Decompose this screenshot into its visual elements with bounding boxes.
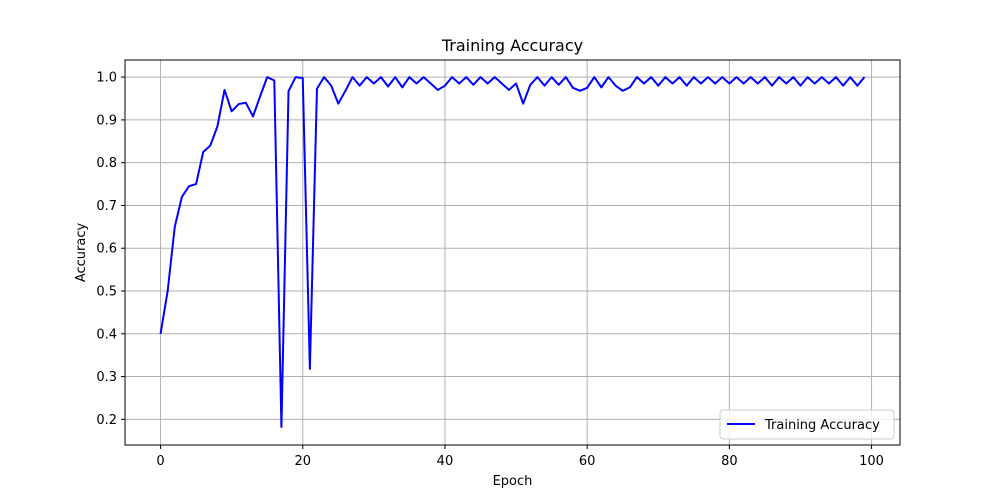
series-line-training-accuracy <box>159 76 866 429</box>
y-tick-label: 0.5 <box>96 285 117 300</box>
plot-frame <box>124 59 901 446</box>
x-axis: 0 20 40 60 80 100 <box>156 445 884 469</box>
grid <box>125 60 900 445</box>
y-tick-label: 0.9 <box>96 113 117 128</box>
y-tick-label: 0.6 <box>96 242 117 257</box>
y-tick-label: 0.8 <box>96 156 117 171</box>
x-tick-label: 100 <box>859 454 884 469</box>
x-tick-label: 80 <box>721 454 738 469</box>
chart-title: Training Accuracy <box>441 36 583 55</box>
legend-box <box>719 409 895 440</box>
series-layer <box>159 76 866 429</box>
y-axis: 0.2 0.3 0.4 0.5 0.6 0.7 0.8 0.9 1.0 <box>96 71 125 428</box>
x-tick-label: 60 <box>579 454 596 469</box>
y-axis-title: Accuracy <box>74 223 89 283</box>
x-axis-title: Epoch <box>493 474 533 489</box>
legend: Training Accuracy <box>719 409 895 440</box>
y-tick-label: 0.3 <box>96 370 117 385</box>
x-tick-label: 0 <box>156 454 164 469</box>
y-tick-label: 0.4 <box>96 327 117 342</box>
y-tick-label: 0.2 <box>96 413 117 428</box>
x-tick-label: 20 <box>294 454 311 469</box>
legend-label: Training Accuracy <box>764 418 880 433</box>
y-tick-label: 1.0 <box>96 71 117 86</box>
y-tick-label: 0.7 <box>96 199 117 214</box>
x-tick-label: 40 <box>437 454 454 469</box>
